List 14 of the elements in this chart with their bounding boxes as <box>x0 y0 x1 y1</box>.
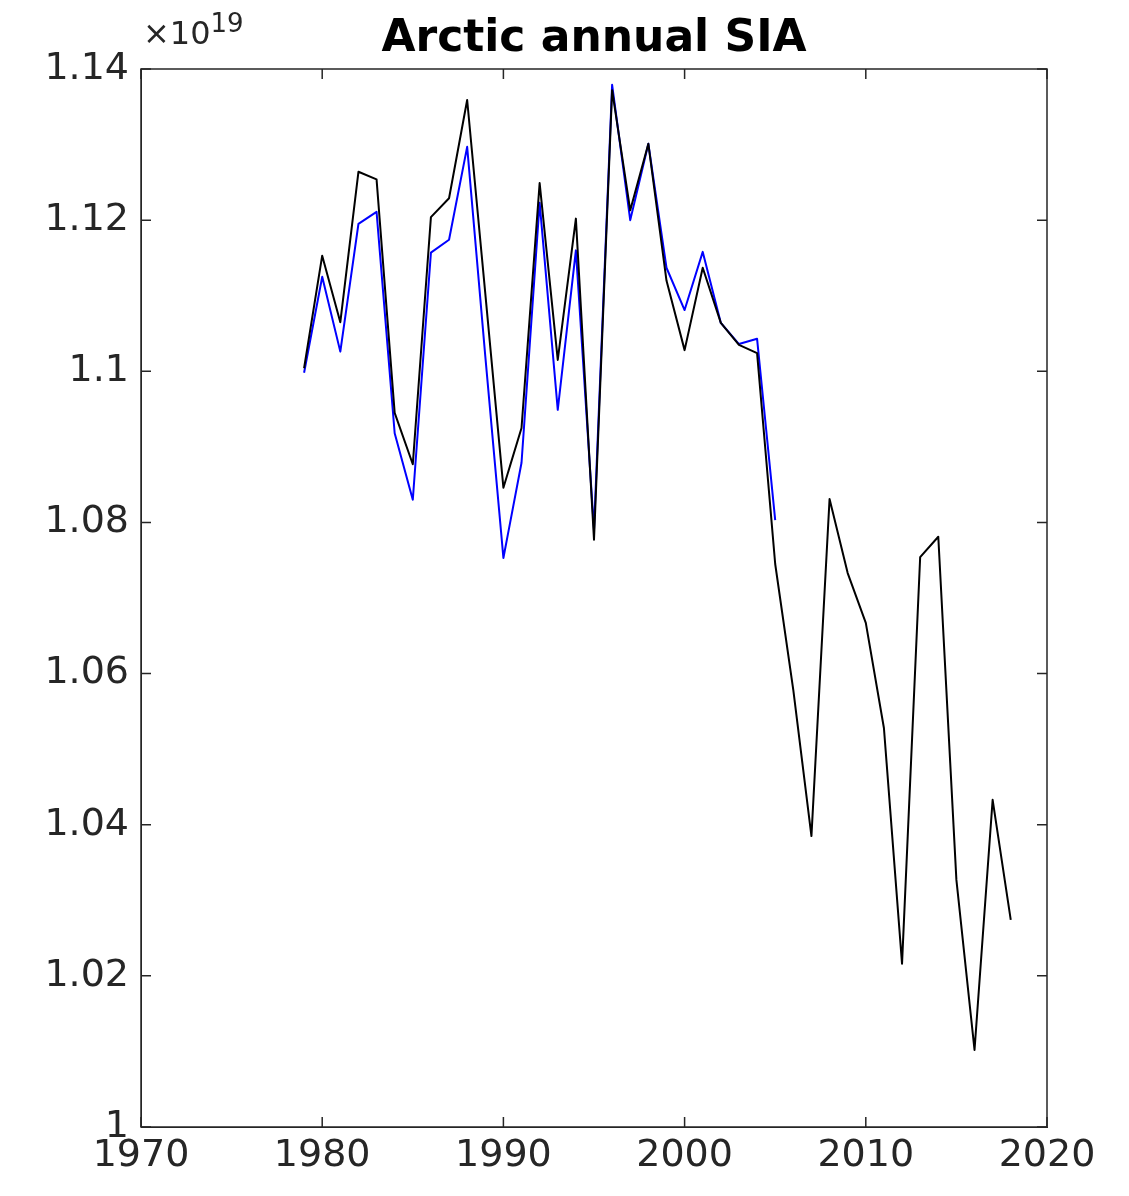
y-tick-label: 1.1 <box>68 346 129 391</box>
y-tick-label: 1.08 <box>44 497 129 542</box>
text: ×10$^{19}$ <box>143 8 244 52</box>
x-tick-label: 1990 <box>455 1130 552 1175</box>
y-tick-label: 1.14 <box>44 43 129 88</box>
x-tick-label: 2020 <box>998 1130 1096 1175</box>
y-tick-label: 1.02 <box>44 950 129 995</box>
x-tick-label: 1980 <box>273 1130 371 1175</box>
y-tick-label: 1.06 <box>44 648 129 693</box>
y-tick-label: 1.12 <box>44 195 129 240</box>
chart-title: Arctic annual SIA <box>381 10 807 61</box>
x-tick-label: 2000 <box>636 1130 733 1175</box>
x-tick-label: 2010 <box>817 1130 915 1175</box>
y-tick-label: 1.04 <box>44 799 129 844</box>
